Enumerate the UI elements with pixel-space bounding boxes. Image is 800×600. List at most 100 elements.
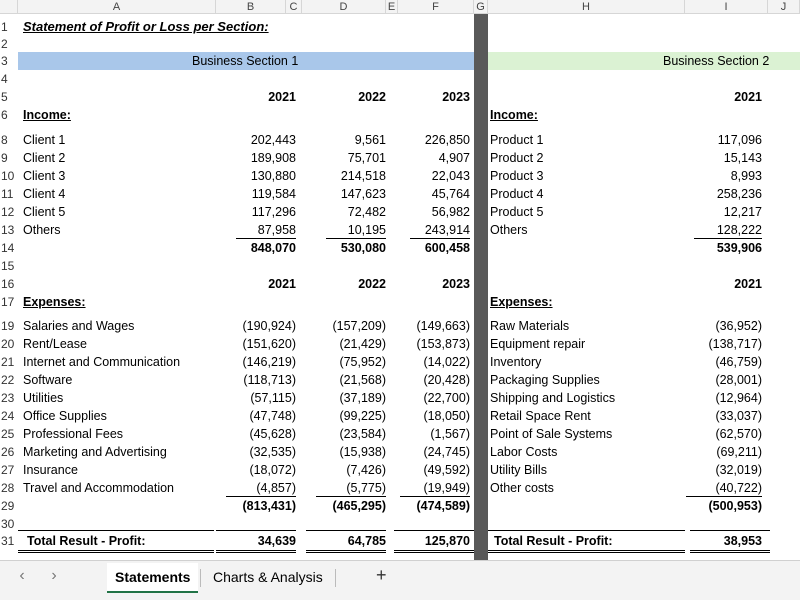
row-header[interactable]: 19 bbox=[0, 317, 18, 335]
column-header-g[interactable]: G bbox=[474, 0, 488, 14]
section1-band[interactable] bbox=[18, 52, 474, 70]
year-header[interactable]: 2023 bbox=[442, 277, 470, 291]
row-header[interactable]: 6 bbox=[0, 106, 18, 124]
income-value[interactable]: 9,561 bbox=[354, 133, 386, 147]
row-header[interactable]: 28 bbox=[0, 479, 18, 497]
expenses-label[interactable]: Expenses: bbox=[23, 295, 86, 309]
section2-band[interactable] bbox=[488, 52, 800, 70]
select-all-corner[interactable] bbox=[0, 0, 18, 14]
frozen-pane-divider[interactable] bbox=[474, 14, 488, 560]
row-header[interactable]: 27 bbox=[0, 461, 18, 479]
expense-item-label[interactable]: Raw Materials bbox=[490, 319, 570, 333]
expenses-total[interactable]: (500,953) bbox=[708, 499, 762, 513]
income-value[interactable]: 117,096 bbox=[717, 133, 762, 147]
income-item-label[interactable]: Client 1 bbox=[23, 133, 66, 147]
year-header[interactable]: 2021 bbox=[268, 90, 296, 104]
row-header[interactable]: 11 bbox=[0, 185, 18, 203]
income-value[interactable]: 56,982 bbox=[431, 205, 470, 219]
expense-value[interactable]: (23,584) bbox=[339, 427, 386, 441]
expense-item-label[interactable]: Utility Bills bbox=[490, 463, 547, 477]
result-value[interactable]: 38,953 bbox=[723, 534, 762, 548]
expense-value[interactable]: (7,426) bbox=[346, 463, 386, 477]
expense-value[interactable]: (99,225) bbox=[339, 409, 386, 423]
income-value[interactable]: 243,914 bbox=[424, 223, 470, 237]
column-header-j[interactable]: J bbox=[768, 0, 800, 14]
expense-value[interactable]: (18,050) bbox=[423, 409, 470, 423]
income-value[interactable]: 72,482 bbox=[347, 205, 386, 219]
income-item-label[interactable]: Product 3 bbox=[490, 169, 544, 183]
expense-value[interactable]: (190,924) bbox=[242, 319, 296, 333]
expense-value[interactable]: (24,745) bbox=[423, 445, 470, 459]
income-item-label[interactable]: Product 1 bbox=[490, 133, 544, 147]
expenses-total[interactable]: (465,295) bbox=[332, 499, 386, 513]
row-header[interactable]: 17 bbox=[0, 293, 18, 311]
income-value[interactable]: 10,195 bbox=[347, 223, 386, 237]
expense-value[interactable]: (33,037) bbox=[715, 409, 762, 423]
expense-value[interactable]: (37,189) bbox=[339, 391, 386, 405]
expense-value[interactable]: (15,938) bbox=[339, 445, 386, 459]
income-value[interactable]: 4,907 bbox=[438, 151, 470, 165]
income-value[interactable]: 130,880 bbox=[250, 169, 296, 183]
result-value[interactable]: 64,785 bbox=[347, 534, 386, 548]
tab-charts-analysis[interactable]: Charts & Analysis bbox=[213, 569, 323, 585]
expense-value[interactable]: (46,759) bbox=[715, 355, 762, 369]
row-header[interactable]: 25 bbox=[0, 425, 18, 443]
column-header-a[interactable]: A bbox=[18, 0, 216, 14]
income-value[interactable]: 15,143 bbox=[723, 151, 762, 165]
income-label[interactable]: Income: bbox=[490, 108, 538, 122]
expense-value[interactable]: (157,209) bbox=[332, 319, 386, 333]
expense-value[interactable]: (21,568) bbox=[339, 373, 386, 387]
expense-value[interactable]: (28,001) bbox=[715, 373, 762, 387]
income-value[interactable]: 12,217 bbox=[723, 205, 762, 219]
expense-item-label[interactable]: Point of Sale Systems bbox=[490, 427, 613, 441]
column-header-h[interactable]: H bbox=[488, 0, 685, 14]
income-total[interactable]: 539,906 bbox=[716, 241, 762, 255]
expense-value[interactable]: (21,429) bbox=[339, 337, 386, 351]
expense-item-label[interactable]: Office Supplies bbox=[23, 409, 107, 423]
year-header[interactable]: 2021 bbox=[734, 277, 762, 291]
expense-item-label[interactable]: Insurance bbox=[23, 463, 78, 477]
expense-item-label[interactable]: Internet and Communication bbox=[23, 355, 181, 369]
row-header[interactable]: 26 bbox=[0, 443, 18, 461]
row-header[interactable]: 10 bbox=[0, 167, 18, 185]
income-item-label[interactable]: Others bbox=[23, 223, 61, 237]
row-header[interactable]: 4 bbox=[0, 70, 18, 88]
year-header[interactable]: 2021 bbox=[734, 90, 762, 104]
year-header[interactable]: 2023 bbox=[442, 90, 470, 104]
expense-value[interactable]: (47,748) bbox=[249, 409, 296, 423]
row-header[interactable]: 5 bbox=[0, 88, 18, 106]
result-value[interactable]: 34,639 bbox=[257, 534, 296, 548]
expense-item-label[interactable]: Professional Fees bbox=[23, 427, 124, 441]
expense-value[interactable]: (12,964) bbox=[715, 391, 762, 405]
income-item-label[interactable]: Client 3 bbox=[23, 169, 66, 183]
row-header[interactable]: 2 bbox=[0, 35, 18, 53]
row-header[interactable]: 9 bbox=[0, 149, 18, 167]
expense-item-label[interactable]: Travel and Accommodation bbox=[23, 481, 175, 495]
income-value[interactable]: 75,701 bbox=[347, 151, 386, 165]
income-value[interactable]: 189,908 bbox=[250, 151, 296, 165]
expenses-label[interactable]: Expenses: bbox=[490, 295, 553, 309]
expense-item-label[interactable]: Other costs bbox=[490, 481, 554, 495]
row-header[interactable]: 16 bbox=[0, 275, 18, 293]
prev-sheet-icon[interactable]: ‹ bbox=[19, 567, 25, 584]
expense-item-label[interactable]: Rent/Lease bbox=[23, 337, 87, 351]
expense-value[interactable]: (45,628) bbox=[249, 427, 296, 441]
column-header-c[interactable]: C bbox=[286, 0, 302, 14]
year-header[interactable]: 2022 bbox=[358, 90, 386, 104]
row-header[interactable]: 8 bbox=[0, 131, 18, 149]
year-header[interactable]: 2021 bbox=[268, 277, 296, 291]
income-total[interactable]: 848,070 bbox=[250, 241, 296, 255]
result-value[interactable]: 125,870 bbox=[424, 534, 470, 548]
expenses-total[interactable]: (474,589) bbox=[416, 499, 470, 513]
income-value[interactable]: 147,623 bbox=[340, 187, 386, 201]
income-value[interactable]: 226,850 bbox=[424, 133, 470, 147]
expense-value[interactable]: (32,019) bbox=[715, 463, 762, 477]
income-value[interactable]: 8,993 bbox=[730, 169, 762, 183]
row-header[interactable]: 29 bbox=[0, 497, 18, 515]
expense-value[interactable]: (32,535) bbox=[249, 445, 296, 459]
expense-value[interactable]: (1,567) bbox=[430, 427, 470, 441]
expense-item-label[interactable]: Salaries and Wages bbox=[23, 319, 135, 333]
income-value[interactable]: 258,236 bbox=[716, 187, 762, 201]
result-label[interactable]: Total Result - Profit: bbox=[494, 534, 613, 548]
